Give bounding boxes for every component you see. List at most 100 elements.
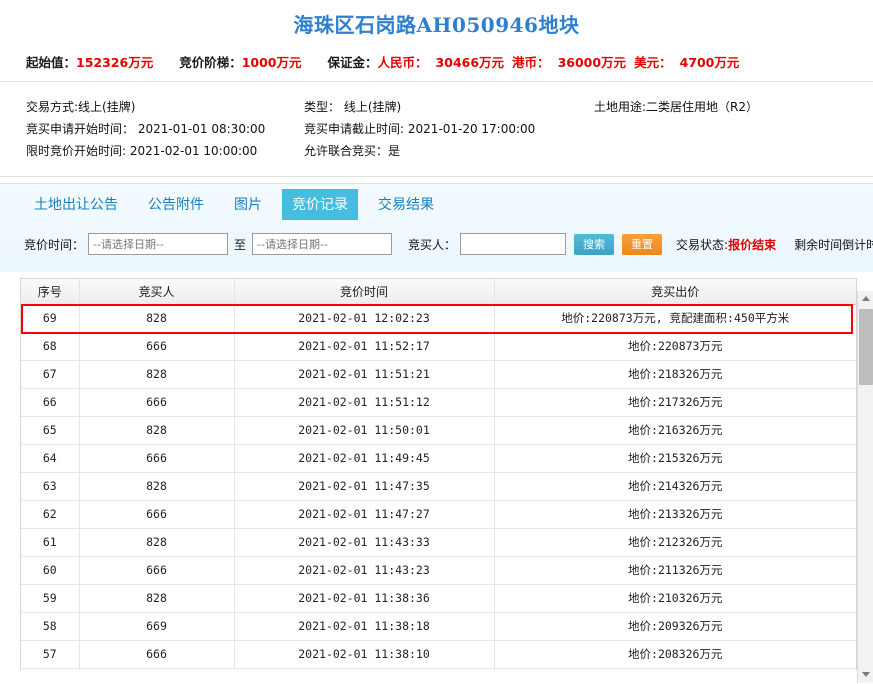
cell-bid-time: 2021-02-01 11:52:17 <box>234 332 495 361</box>
trade-status-value: 报价结束 <box>728 237 777 252</box>
cell-index: 67 <box>21 360 80 389</box>
cell-index: 65 <box>21 416 80 445</box>
type-text: 类型： 线上(挂牌) <box>304 100 402 114</box>
bid-step-group: 竞价阶梯：1000万元 <box>179 52 301 71</box>
cell-bidder: 666 <box>79 556 235 585</box>
table-row[interactable]: 67 828 2021-02-01 11:51:21 地价:218326万元 <box>21 360 856 389</box>
scroll-down-arrow-icon[interactable] <box>858 667 873 683</box>
cell-index: 62 <box>21 500 80 529</box>
deposit-rmb-label: 人民币： <box>377 55 428 70</box>
bid-step-amount: 1000万元 <box>241 55 302 70</box>
reset-button[interactable]: 重置 <box>622 233 663 255</box>
bid-time-from-input[interactable] <box>88 233 229 255</box>
cell-bid-time: 2021-02-01 11:50:01 <box>234 416 495 445</box>
bid-time-label: 竞价时间： <box>24 237 85 252</box>
cell-bid-price: 地价:216326万元 <box>494 416 856 445</box>
table-head: 序号 竞买人 竞价时间 竞买出价 <box>21 279 856 305</box>
table-row[interactable]: 62 666 2021-02-01 11:47:27 地价:213326万元 <box>21 500 856 529</box>
cell-bid-time: 2021-02-01 12:02:23 <box>234 304 495 332</box>
cell-index: 60 <box>21 556 80 585</box>
start-value-label: 起始值： <box>26 55 77 70</box>
bid-time-to-input[interactable] <box>252 233 393 255</box>
table-row[interactable]: 63 828 2021-02-01 11:47:35 地价:214326万元 <box>21 472 856 501</box>
cell-bid-price: 地价:207326万元 <box>494 668 856 670</box>
cell-index: 59 <box>21 584 80 613</box>
cell-bidder: 669 <box>79 612 235 641</box>
search-button[interactable]: 搜索 <box>574 233 615 255</box>
cell-bid-time: 2021-02-01 11:43:33 <box>234 528 495 557</box>
table-row[interactable]: 59 828 2021-02-01 11:38:36 地价:210326万元 <box>21 584 856 613</box>
table-row[interactable]: 568282021-02-01 11:37:58地价:207326万元 <box>21 668 856 670</box>
tab-images[interactable]: 图片 <box>234 197 262 213</box>
tab-land-announcement[interactable]: 土地出让公告 <box>34 197 118 213</box>
scroll-up-arrow-icon[interactable] <box>858 291 873 307</box>
cell-bidder: 828 <box>79 472 235 501</box>
cell-index: 66 <box>21 388 80 417</box>
table-row[interactable]: 60 666 2021-02-01 11:43:23 地价:211326万元 <box>21 556 856 585</box>
cell-bidder: 666 <box>79 388 235 417</box>
scrollbar-thumb[interactable] <box>859 309 873 385</box>
column-header-bid-time: 竞价时间 <box>234 279 495 305</box>
start-value-amount: 152326万元 <box>76 55 154 70</box>
cell-bidder: 828 <box>79 668 235 670</box>
cell-bidder: 666 <box>79 500 235 529</box>
cell-bidder: 828 <box>79 584 235 613</box>
table-header-row: 序号 竞买人 竞价时间 竞买出价 <box>21 279 856 305</box>
bidder-label: 竞买人： <box>408 237 457 252</box>
trade-status-label: 交易状态: <box>676 237 729 252</box>
cell-index: 56 <box>21 668 80 670</box>
start-value-group: 起始值：152326万元 <box>26 52 153 71</box>
table-row[interactable]: 66 666 2021-02-01 11:51:12 地价:217326万元 <box>21 388 856 417</box>
cell-index: 68 <box>21 332 80 361</box>
tab-announcement-attachments[interactable]: 公告附件 <box>148 197 204 213</box>
column-header-bid-price: 竞买出价 <box>494 279 856 305</box>
table-row[interactable]: 65 828 2021-02-01 11:50:01 地价:216326万元 <box>21 416 856 445</box>
tab-strip: 土地出让公告 公告附件 图片 竞价记录 交易结果 <box>0 184 873 220</box>
cell-index: 58 <box>21 612 80 641</box>
limited-bid-start-text: 限时竞价开始时间: 2021-02-01 10:00:00 <box>26 144 258 158</box>
table-row[interactable]: 64 666 2021-02-01 11:49:45 地价:215326万元 <box>21 444 856 473</box>
deposit-hkd-label: 港币： <box>512 55 550 70</box>
page-title: 海珠区石岗路AH050946地块 <box>293 12 580 37</box>
cell-bidder: 666 <box>79 640 235 669</box>
table-row[interactable]: 69 828 2021-02-01 12:02:23 地价:220873万元, 竞配建… <box>21 304 856 332</box>
cell-index: 63 <box>21 472 80 501</box>
between-label: 至 <box>234 237 247 252</box>
deposit-rmb-amount: 30466万元 <box>435 55 505 70</box>
cell-bidder: 828 <box>79 304 235 332</box>
deposit-label: 保证金： <box>327 55 378 70</box>
table-row[interactable]: 58 669 2021-02-01 11:38:18 地价:209326万元 <box>21 612 856 641</box>
tab-trade-result[interactable]: 交易结果 <box>378 197 434 213</box>
info-line-2: 竞买申请开始时间： 2021-01-01 08:30:00 竞买申请截止时间: … <box>26 118 873 140</box>
bid-records-table: 序号 竞买人 竞价时间 竞买出价 69 828 2021-02-01 12:02:2… <box>21 279 856 670</box>
table-row[interactable]: 57 666 2021-02-01 11:38:10 地价:208326万元 <box>21 640 856 669</box>
cell-bid-price: 地价:208326万元 <box>494 640 856 669</box>
cell-index: 61 <box>21 528 80 557</box>
table-row[interactable]: 61 828 2021-02-01 11:43:33 地价:212326万元 <box>21 528 856 557</box>
info-line-1: 交易方式:线上(挂牌) 类型： 线上(挂牌) 土地用途:二类居住用地（R2） <box>26 96 873 118</box>
cell-bid-price: 地价:214326万元 <box>494 472 856 501</box>
cell-bid-price: 地价:218326万元 <box>494 360 856 389</box>
cell-bid-time: 2021-02-01 11:49:45 <box>234 444 495 473</box>
cell-index: 69 <box>21 304 80 332</box>
cell-bid-price: 地价:220873万元, 竞配建面积:450平方米 <box>561 311 790 325</box>
cell-index: 64 <box>21 444 80 473</box>
tab-bid-records[interactable]: 竞价记录 <box>282 189 358 220</box>
cell-bid-price: 地价:211326万元 <box>494 556 856 585</box>
apply-end-text: 竞买申请截止时间: 2021-01-20 17:00:00 <box>304 122 536 136</box>
bidder-input[interactable] <box>460 233 567 255</box>
table-scrollbar[interactable] <box>857 291 873 683</box>
cell-bid-price: 地价:210326万元 <box>494 584 856 613</box>
cell-bid-time: 2021-02-01 11:47:35 <box>234 472 495 501</box>
cell-bid-time: 2021-02-01 11:37:58 <box>234 668 495 670</box>
cell-bidder: 666 <box>79 444 235 473</box>
column-header-bidder: 竞买人 <box>79 279 235 305</box>
countdown-label: 剩余时间倒计时: <box>794 237 873 252</box>
cell-bid-price: 地价:215326万元 <box>494 444 856 473</box>
bid-records-table-area: 序号 竞买人 竞价时间 竞买出价 69 828 2021-02-01 12:02:2… <box>20 278 857 670</box>
info-grid: 交易方式:线上(挂牌) 类型： 线上(挂牌) 土地用途:二类居住用地（R2） 竞… <box>0 82 873 177</box>
tab-panel: 土地出让公告 公告附件 图片 竞价记录 交易结果 竞价时间： 至 竞买人： 搜索… <box>0 183 873 272</box>
cell-bid-price: 地价:217326万元 <box>494 388 856 417</box>
table-row[interactable]: 68 666 2021-02-01 11:52:17 地价:220873万元 <box>21 332 856 361</box>
cell-bid-time: 2021-02-01 11:38:36 <box>234 584 495 613</box>
